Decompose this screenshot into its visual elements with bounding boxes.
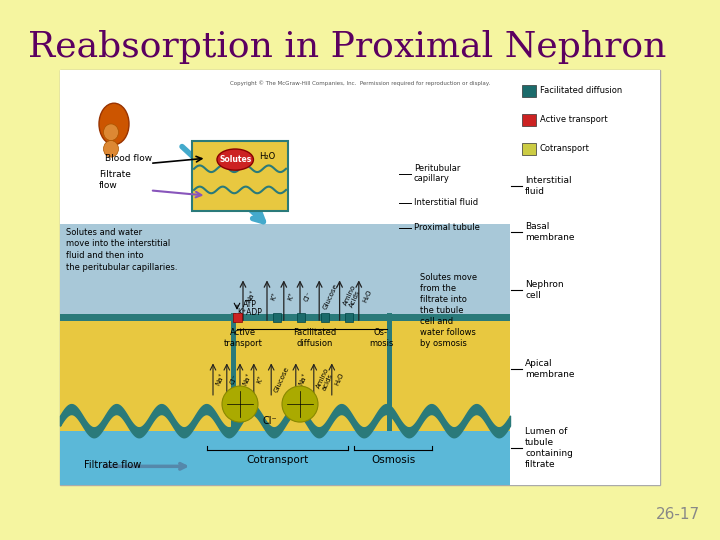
- Text: Amino
Acids: Amino Acids: [343, 284, 363, 309]
- Text: H₂O: H₂O: [258, 152, 275, 161]
- Bar: [510, 70, 660, 485]
- Text: K⁺: K⁺: [287, 291, 296, 301]
- Text: Copyright © The McGraw-Hill Companies, Inc.  Permission required for reproductio: Copyright © The McGraw-Hill Companies, I…: [230, 80, 490, 86]
- Text: Na⁺: Na⁺: [246, 289, 257, 303]
- Text: Cl⁻: Cl⁻: [263, 416, 277, 426]
- Text: ATP: ATP: [243, 300, 257, 308]
- Bar: [60, 224, 510, 319]
- Text: Reabsorption in Proximal Nephron: Reabsorption in Proximal Nephron: [28, 30, 667, 64]
- Text: Amino
acids: Amino acids: [316, 367, 336, 392]
- Text: Na⁺: Na⁺: [215, 372, 226, 387]
- Text: 26-17: 26-17: [656, 507, 700, 522]
- Bar: [231, 313, 236, 431]
- Text: Solutes: Solutes: [219, 155, 251, 164]
- Text: Solutes and water
move into the interstitial
fluid and then into
the peritubular: Solutes and water move into the intersti…: [66, 228, 178, 272]
- Text: Cl⁻: Cl⁻: [303, 290, 313, 302]
- Bar: [321, 313, 329, 322]
- Text: Interstitial
fluid: Interstitial fluid: [525, 176, 572, 196]
- Text: Proximal tubule: Proximal tubule: [414, 223, 480, 232]
- Ellipse shape: [104, 124, 119, 140]
- Bar: [297, 313, 305, 322]
- Text: Filtrate
flow: Filtrate flow: [99, 170, 131, 190]
- Text: K⁺: K⁺: [256, 374, 265, 384]
- Text: Blood flow: Blood flow: [105, 154, 152, 163]
- Text: Facilitated
diffusion: Facilitated diffusion: [293, 328, 337, 348]
- Text: Lumen of
tubule
containing
filtrate: Lumen of tubule containing filtrate: [525, 427, 573, 469]
- Bar: [522, 143, 536, 155]
- Bar: [345, 313, 353, 322]
- Bar: [60, 70, 660, 485]
- Bar: [233, 313, 243, 322]
- Text: Na⁺: Na⁺: [298, 372, 309, 387]
- Ellipse shape: [217, 149, 253, 170]
- Text: Glucose: Glucose: [323, 282, 339, 310]
- Bar: [60, 431, 510, 485]
- Bar: [522, 114, 536, 126]
- Text: Osmosis: Osmosis: [371, 455, 415, 465]
- Bar: [387, 313, 392, 431]
- Ellipse shape: [99, 103, 129, 145]
- Text: Na⁺: Na⁺: [242, 372, 253, 387]
- Text: Nephron
cell: Nephron cell: [525, 280, 564, 300]
- Bar: [60, 319, 510, 431]
- Bar: [522, 85, 536, 97]
- Text: Basal
membrane: Basal membrane: [525, 222, 575, 242]
- Text: Cotransport: Cotransport: [246, 455, 309, 465]
- Text: Facilitated diffusion: Facilitated diffusion: [540, 86, 622, 95]
- Ellipse shape: [104, 140, 119, 157]
- Bar: [273, 313, 281, 322]
- Text: Solutes move
from the
filtrate into
the tubule
cell and
water follows
by osmosis: Solutes move from the filtrate into the …: [420, 273, 477, 348]
- Text: Active
transport: Active transport: [224, 328, 262, 348]
- Circle shape: [282, 386, 318, 422]
- Bar: [60, 314, 510, 321]
- Text: Apical
membrane: Apical membrane: [525, 359, 575, 379]
- Bar: [192, 140, 288, 211]
- Text: Cl⁻: Cl⁻: [229, 373, 238, 385]
- Text: Peritubular
capillary: Peritubular capillary: [414, 164, 460, 184]
- Text: Cotransport: Cotransport: [540, 144, 590, 153]
- Text: K⁺ADP: K⁺ADP: [237, 308, 262, 317]
- Text: H₂O: H₂O: [334, 372, 345, 387]
- Text: Os-
mosis: Os- mosis: [369, 328, 393, 348]
- Text: Interstitial fluid: Interstitial fluid: [414, 198, 478, 207]
- Bar: [60, 70, 510, 224]
- Text: Glucose: Glucose: [273, 365, 290, 393]
- Circle shape: [222, 386, 258, 422]
- Text: Filtrate flow: Filtrate flow: [84, 461, 141, 470]
- Text: Active transport: Active transport: [540, 116, 608, 124]
- Text: K⁺: K⁺: [270, 291, 279, 301]
- Text: H₂O: H₂O: [362, 289, 373, 303]
